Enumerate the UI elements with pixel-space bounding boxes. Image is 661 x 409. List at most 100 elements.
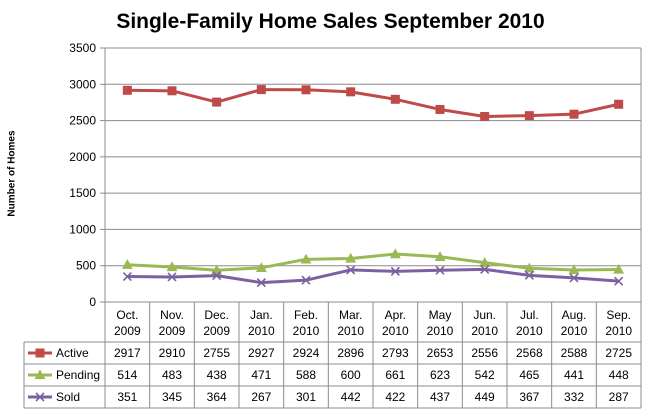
pending-point bbox=[211, 264, 223, 275]
y-tick-label: 2000 bbox=[69, 150, 96, 164]
pending-point bbox=[166, 261, 178, 272]
pending-value-label: 542 bbox=[475, 368, 495, 382]
sold-value-label: 422 bbox=[385, 390, 405, 404]
pending-value-label: 623 bbox=[430, 368, 450, 382]
sold-value-label: 351 bbox=[117, 390, 137, 404]
pending-point bbox=[613, 263, 625, 274]
sold-point bbox=[480, 264, 490, 274]
y-tick-label: 0 bbox=[89, 295, 96, 309]
active-legend-marker bbox=[35, 348, 45, 358]
sold-point bbox=[435, 265, 445, 275]
active-point bbox=[256, 85, 266, 95]
pending-value-label: 438 bbox=[207, 368, 227, 382]
active-value-label: 2725 bbox=[605, 346, 632, 360]
y-tick-label: 3500 bbox=[69, 41, 96, 55]
active-value-label: 2755 bbox=[203, 346, 230, 360]
sold-value-label: 301 bbox=[296, 390, 316, 404]
sold-legend-marker bbox=[35, 392, 45, 402]
x-tick-label: 2010 bbox=[382, 324, 409, 338]
active-value-label: 2917 bbox=[114, 346, 141, 360]
x-tick-label: 2010 bbox=[427, 324, 454, 338]
x-tick-label: Aug. bbox=[562, 308, 587, 322]
y-tick-label: 3000 bbox=[69, 77, 96, 91]
sold-value-label: 437 bbox=[430, 390, 450, 404]
pending-point bbox=[255, 262, 267, 272]
sold-value-label: 287 bbox=[609, 390, 629, 404]
x-tick-label: May bbox=[429, 308, 452, 322]
sold-point bbox=[614, 276, 624, 286]
sold-point bbox=[122, 271, 132, 282]
sold-value-label: 332 bbox=[564, 390, 584, 404]
x-tick-label: 2009 bbox=[203, 324, 230, 338]
active-point bbox=[301, 85, 311, 95]
y-tick-label: 1500 bbox=[69, 186, 96, 200]
sold-value-label: 367 bbox=[519, 390, 539, 404]
x-tick-label: Sep. bbox=[606, 308, 631, 322]
sold-series-line bbox=[127, 267, 619, 285]
x-tick-label: 2010 bbox=[337, 324, 364, 338]
x-tick-label: 2009 bbox=[114, 324, 141, 338]
pending-value-label: 600 bbox=[341, 368, 361, 382]
sold-value-label: 449 bbox=[475, 390, 495, 404]
pending-point bbox=[345, 252, 357, 263]
active-value-label: 2653 bbox=[427, 346, 454, 360]
sold-point bbox=[301, 275, 311, 285]
pending-value-label: 465 bbox=[519, 368, 539, 382]
x-tick-label: 2010 bbox=[248, 324, 275, 338]
sold-point bbox=[524, 270, 534, 280]
sold-value-label: 267 bbox=[251, 390, 271, 404]
pending-legend-label: Pending bbox=[56, 368, 100, 382]
sold-value-label: 364 bbox=[207, 390, 227, 404]
x-tick-label: Oct. bbox=[116, 308, 138, 322]
active-value-label: 2924 bbox=[293, 346, 320, 360]
sold-point bbox=[167, 272, 177, 282]
active-point bbox=[167, 86, 177, 96]
active-series-line bbox=[127, 88, 619, 119]
pending-point bbox=[479, 257, 491, 267]
pending-point bbox=[300, 253, 312, 264]
x-tick-label: Jul. bbox=[520, 308, 539, 322]
y-tick-label: 2500 bbox=[69, 114, 96, 128]
active-point bbox=[390, 94, 400, 104]
x-tick-label: 2010 bbox=[561, 324, 588, 338]
active-value-label: 2568 bbox=[516, 346, 543, 360]
pending-value-label: 588 bbox=[296, 368, 316, 382]
active-value-label: 2910 bbox=[159, 346, 186, 360]
active-point bbox=[524, 111, 534, 121]
x-tick-label: Nov. bbox=[160, 308, 184, 322]
chart-title: Single-Family Home Sales September 2010 bbox=[116, 10, 545, 33]
active-point bbox=[480, 112, 490, 122]
pending-legend-marker bbox=[34, 369, 46, 380]
x-tick-label: 2010 bbox=[516, 324, 543, 338]
sold-point bbox=[390, 266, 400, 276]
pending-point bbox=[389, 248, 401, 259]
active-point bbox=[122, 85, 132, 95]
sold-point bbox=[569, 273, 579, 283]
sold-value-label: 345 bbox=[162, 390, 182, 404]
x-tick-label: Jan. bbox=[250, 308, 273, 322]
pending-point bbox=[121, 259, 133, 269]
x-tick-label: Mar. bbox=[339, 308, 362, 322]
pending-value-label: 514 bbox=[117, 368, 137, 382]
x-tick-label: 2010 bbox=[471, 324, 498, 338]
sold-point bbox=[256, 278, 266, 288]
active-value-label: 2896 bbox=[337, 346, 364, 360]
pending-value-label: 448 bbox=[609, 368, 629, 382]
active-legend-label: Active bbox=[56, 346, 89, 360]
pending-series-line bbox=[127, 252, 619, 272]
active-value-label: 2556 bbox=[471, 346, 498, 360]
pending-value-label: 471 bbox=[251, 368, 271, 382]
active-point bbox=[569, 109, 579, 119]
active-point bbox=[614, 99, 624, 109]
x-tick-label: 2010 bbox=[293, 324, 320, 338]
x-tick-label: 2009 bbox=[159, 324, 186, 338]
pending-value-label: 661 bbox=[385, 368, 405, 382]
y-tick-label: 1000 bbox=[69, 222, 96, 236]
sold-point bbox=[212, 271, 222, 281]
x-tick-label: Dec. bbox=[204, 308, 229, 322]
x-tick-label: 2010 bbox=[605, 324, 632, 338]
pending-point bbox=[434, 251, 446, 261]
sold-point bbox=[346, 265, 356, 275]
pending-value-label: 441 bbox=[564, 368, 584, 382]
